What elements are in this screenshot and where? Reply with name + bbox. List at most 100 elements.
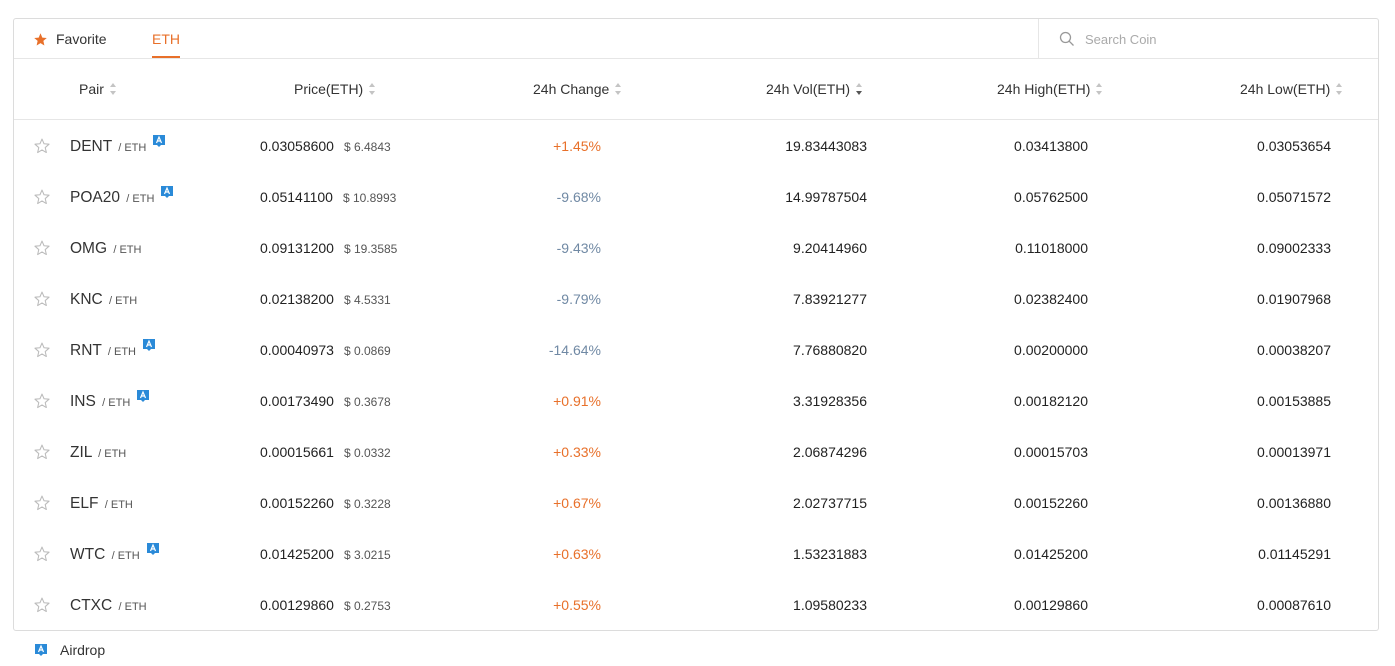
table-row[interactable]: OMG / ETH 0.09131200 $ 19.3585 -9.43% 9.2041… <box>14 223 1378 274</box>
favorite-star-icon[interactable] <box>33 443 51 461</box>
favorite-star-icon[interactable] <box>33 341 51 359</box>
change-cell: -14.64% <box>548 342 601 358</box>
airdrop-badge-icon <box>160 169 174 220</box>
table-body: DENT / ETH 0.03058600 $ 6.4843 +1.45% 19.834… <box>14 121 1378 631</box>
pair-base: INS <box>70 393 96 410</box>
volume-cell: 14.99787504 <box>785 189 867 205</box>
low-cell: 0.00038207 <box>1257 342 1331 358</box>
change-cell: +0.63% <box>553 546 601 562</box>
volume-cell: 7.76880820 <box>793 342 867 358</box>
table-row[interactable]: INS / ETH 0.00173490 $ 0.3678 +0.91% 3.31928… <box>14 376 1378 427</box>
search-box[interactable] <box>1038 19 1378 59</box>
pair-cell: WTC / ETH <box>70 529 160 580</box>
low-cell: 0.01145291 <box>1258 546 1331 562</box>
star-filled-icon <box>34 32 47 45</box>
pair-quote: / ETH <box>98 448 127 460</box>
price-usd: $ 0.3228 <box>343 497 391 511</box>
market-panel: Favorite ETH Pair Price(ETH) 24h Change … <box>13 18 1379 631</box>
low-cell: 0.03053654 <box>1257 138 1331 154</box>
price-cell: 0.01425200 $ 3.0215 <box>260 529 391 580</box>
column-header-high[interactable]: 24h High(ETH) <box>997 59 1103 120</box>
price-cell: 0.00173490 $ 0.3678 <box>260 376 391 427</box>
column-header-low[interactable]: 24h Low(ETH) <box>1240 59 1343 120</box>
search-icon <box>1059 31 1074 46</box>
pair-cell: OMG / ETH <box>70 223 141 274</box>
high-cell: 0.00200000 <box>1014 342 1088 358</box>
change-cell: +0.91% <box>553 393 601 409</box>
high-cell: 0.00015703 <box>1014 444 1088 460</box>
price-usd: $ 0.2753 <box>343 599 391 613</box>
table-row[interactable]: ELF / ETH 0.00152260 $ 0.3228 +0.67% 2.02737… <box>14 478 1378 529</box>
table-row[interactable]: CTXC / ETH 0.00129860 $ 0.2753 +0.55% 1.0958… <box>14 580 1378 631</box>
price-value: 0.03058600 <box>260 138 334 154</box>
pair-quote: / ETH <box>109 295 138 307</box>
favorite-star-icon[interactable] <box>33 545 51 563</box>
price-value: 0.00152260 <box>260 495 334 511</box>
volume-cell: 19.83443083 <box>785 138 867 154</box>
favorite-star-icon[interactable] <box>33 137 51 155</box>
column-header-change[interactable]: 24h Change <box>533 59 622 120</box>
pair-base: DENT <box>70 138 112 155</box>
low-cell: 0.09002333 <box>1257 240 1331 256</box>
price-cell: 0.00015661 $ 0.0332 <box>260 427 391 478</box>
high-cell: 0.05762500 <box>1014 189 1088 205</box>
table-row[interactable]: POA20 / ETH 0.05141100 $ 10.8993 -9.68% 14.9… <box>14 172 1378 223</box>
price-cell: 0.09131200 $ 19.3585 <box>260 223 397 274</box>
price-cell: 0.00040973 $ 0.0869 <box>260 325 391 376</box>
price-usd: $ 3.0215 <box>343 548 391 562</box>
pair-cell: KNC / ETH <box>70 274 137 325</box>
low-cell: 0.00087610 <box>1257 597 1331 613</box>
tab-favorite[interactable]: Favorite <box>33 19 107 59</box>
price-usd: $ 0.3678 <box>343 395 391 409</box>
low-cell: 0.00013971 <box>1257 444 1331 460</box>
table-row[interactable]: KNC / ETH 0.02138200 $ 4.5331 -9.79% 7.83921… <box>14 274 1378 325</box>
sort-arrows-icon <box>1336 83 1343 96</box>
table-row[interactable]: WTC / ETH 0.01425200 $ 3.0215 +0.63% 1.53231… <box>14 529 1378 580</box>
airdrop-badge-icon <box>136 373 150 424</box>
change-cell: -9.43% <box>556 240 601 256</box>
column-header-price[interactable]: Price(ETH) <box>294 59 376 120</box>
favorite-star-icon[interactable] <box>33 392 51 410</box>
pair-base: CTXC <box>70 597 113 614</box>
pair-base: RNT <box>70 342 102 359</box>
tab-bar: Favorite ETH <box>14 19 1378 59</box>
change-cell: +0.55% <box>553 597 601 613</box>
tab-eth-label: ETH <box>152 31 180 47</box>
table-row[interactable]: DENT / ETH 0.03058600 $ 6.4843 +1.45% 19.834… <box>14 121 1378 172</box>
favorite-star-icon[interactable] <box>33 494 51 512</box>
favorite-star-icon[interactable] <box>33 188 51 206</box>
pair-base: WTC <box>70 546 106 563</box>
column-header-pair[interactable]: Pair <box>79 59 117 120</box>
favorite-star-icon[interactable] <box>33 239 51 257</box>
price-cell: 0.02138200 $ 4.5331 <box>260 274 391 325</box>
airdrop-badge-icon <box>152 118 166 169</box>
price-value: 0.02138200 <box>260 291 334 307</box>
volume-cell: 1.53231883 <box>793 546 867 562</box>
sort-arrows-icon <box>109 83 117 96</box>
sort-desc-icon <box>856 83 863 96</box>
pair-quote: / ETH <box>102 397 131 409</box>
low-cell: 0.00153885 <box>1257 393 1331 409</box>
change-cell: -9.68% <box>556 189 601 205</box>
search-input[interactable] <box>1085 31 1345 47</box>
high-cell: 0.00182120 <box>1014 393 1088 409</box>
table-row[interactable]: RNT / ETH 0.00040973 $ 0.0869 -14.64% 7.7688… <box>14 325 1378 376</box>
high-cell: 0.01425200 <box>1014 546 1088 562</box>
price-value: 0.05141100 <box>260 189 333 205</box>
change-cell: +0.33% <box>553 444 601 460</box>
column-header-vol[interactable]: 24h Vol(ETH) <box>766 59 863 120</box>
table-row[interactable]: ZIL / ETH 0.00015661 $ 0.0332 +0.33% 2.06874… <box>14 427 1378 478</box>
pair-quote: / ETH <box>118 142 147 154</box>
favorite-star-icon[interactable] <box>33 596 51 614</box>
volume-cell: 1.09580233 <box>793 597 867 613</box>
favorite-star-icon[interactable] <box>33 290 51 308</box>
column-header-low-label: 24h Low(ETH) <box>1240 81 1331 97</box>
pair-quote: / ETH <box>107 346 137 358</box>
pair-quote: / ETH <box>111 550 140 562</box>
tab-eth[interactable]: ETH <box>152 19 180 59</box>
pair-quote: / ETH <box>126 193 155 205</box>
pair-base: ZIL <box>70 444 92 461</box>
volume-cell: 3.31928356 <box>793 393 867 409</box>
price-usd: $ 10.8993 <box>342 191 397 205</box>
pair-cell: CTXC / ETH <box>70 580 147 631</box>
